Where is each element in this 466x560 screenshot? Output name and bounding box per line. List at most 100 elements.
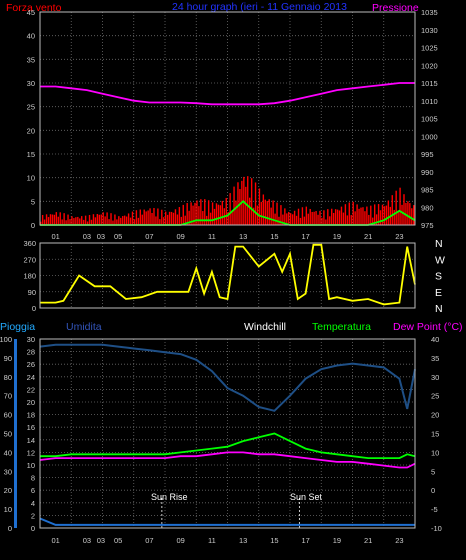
wind-speed-bar (174, 209, 177, 225)
wind-x-tick: 21 (364, 232, 372, 241)
wind-speed-bar (196, 200, 198, 225)
wind-speed-bar (403, 194, 405, 225)
wind-speed-bar (340, 206, 343, 225)
wind-speed-bar (98, 214, 100, 225)
wind-speed-bar (245, 186, 247, 225)
wind-speed-bar (372, 217, 374, 225)
compass-label: N (435, 238, 443, 250)
compass-label: E (435, 287, 442, 299)
wind-speed-bar (356, 204, 358, 225)
env-chart-frame (39, 338, 416, 529)
wind-speed-bar (248, 197, 251, 225)
wind-speed-bar (346, 215, 349, 225)
wind-speed-bar (86, 221, 89, 225)
direction-y-tick: 180 (23, 272, 36, 281)
wind-speed-bar (313, 211, 315, 225)
wind-speed-bar (282, 214, 284, 225)
pressure-y-tick: 985 (421, 186, 434, 195)
humidity-y-tick: 50 (4, 430, 12, 439)
wind-speed-bar (209, 212, 212, 225)
wind-speed-bar (323, 210, 325, 225)
temp-y-tick: 5 (431, 467, 435, 476)
wind-speed-bar (100, 214, 102, 225)
rain-y-tick: 4 (31, 499, 35, 508)
wind-speed-bar (165, 211, 167, 225)
env-x-tick: 05 (114, 536, 122, 545)
wind-speed-bar (286, 213, 288, 225)
wind-speed-bar (309, 208, 311, 225)
humidity-y-tick: 80 (4, 373, 12, 382)
wind-speed-bar (385, 205, 388, 225)
wind-speed-bar (143, 209, 145, 225)
wind-speed-bar (407, 201, 409, 225)
wind-speed-bar (370, 205, 372, 225)
direction-y-tick: 90 (28, 288, 36, 297)
rain-series (39, 517, 415, 526)
wind-speed-bar (102, 212, 104, 225)
wind-speed-bar (258, 188, 261, 225)
wind-speed-bar (233, 186, 235, 225)
wind-speed-bar (116, 219, 118, 225)
env-x-tick: 19 (333, 536, 341, 545)
wind-speed-bar (348, 202, 350, 225)
humidity-y-tick: 100 (0, 335, 12, 344)
wind-speed-bar (75, 217, 77, 225)
wind-speed-bar (215, 203, 218, 225)
temp-y-tick: -5 (431, 505, 438, 514)
wind-speed-bar (409, 203, 411, 225)
wind-speed-bar (211, 202, 214, 225)
wind-y-tick: 5 (31, 197, 35, 206)
pressure-y-tick: 1005 (421, 115, 438, 124)
pressure-y-tick: 990 (421, 168, 434, 177)
rain-y-tick: 26 (27, 360, 35, 369)
wind-speed-bar (332, 212, 335, 225)
wind-speed-bar (88, 214, 91, 225)
rain-y-tick: 28 (27, 348, 35, 357)
wind-speed-bar (303, 216, 306, 225)
rain-y-tick: 2 (31, 511, 35, 520)
direction-chart-frame (39, 242, 416, 309)
wind-y-tick: 40 (27, 32, 35, 41)
wind-speed-bar (184, 215, 186, 225)
wind-speed-bar (375, 214, 378, 225)
pressure-y-tick: 980 (421, 203, 434, 212)
wind-x-tick: 23 (395, 232, 403, 241)
wind-speed-bar (401, 204, 403, 225)
wind-speed-bar (118, 216, 120, 225)
wind-speed-bar (149, 208, 151, 225)
wind-speed-bar (79, 218, 81, 225)
wind-speed-bar (49, 214, 52, 225)
pressure-y-tick: 1000 (421, 132, 438, 141)
wind-speed-bar (159, 219, 161, 225)
wind-y-tick: 15 (27, 150, 35, 159)
wind-speed-bar (67, 214, 69, 225)
rain-axis-bar (14, 339, 17, 528)
humidity-label: Umidita (66, 321, 102, 333)
wind-speed-bar (45, 214, 48, 225)
wind-speed-bar (65, 220, 67, 225)
wind-axis-title: Forza vento (6, 2, 62, 14)
wind-speed-bar (176, 214, 179, 225)
sunset-label: Sun Set (290, 492, 323, 502)
wind-speed-bar (81, 216, 83, 225)
wind-speed-bar (182, 204, 184, 225)
chart-title: 24 hour graph (ieri - 11 Gennaio 2013 (172, 1, 347, 13)
rain-y-tick: 6 (31, 486, 35, 495)
wind-speed-bar (172, 212, 175, 225)
wind-speed-bar (305, 206, 308, 225)
wind-speed-bar (334, 209, 337, 225)
wind-speed-bar (84, 215, 87, 225)
wind-y-tick: 10 (27, 174, 35, 183)
wind-x-tick: 03 (97, 232, 105, 241)
wind-speed-bar (342, 212, 345, 225)
wind-speed-bar (112, 220, 114, 225)
wind-speed-bar (317, 214, 319, 225)
env-x-tick: 13 (239, 536, 247, 545)
rain-y-tick: 16 (27, 423, 35, 432)
wind-speed-bar (161, 209, 163, 225)
wind-speed-bar (188, 210, 190, 225)
humidity-y-tick: 70 (4, 392, 12, 401)
wind-speed-bar (145, 211, 147, 225)
wind-speed-bar (157, 208, 159, 225)
